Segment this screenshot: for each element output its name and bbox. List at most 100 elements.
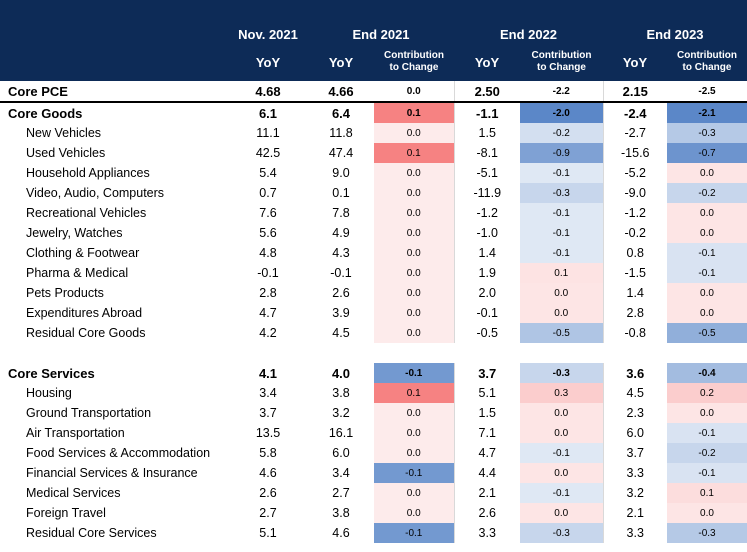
- yoy-cell: 3.2: [332, 406, 350, 420]
- row-label: Core Services: [8, 365, 95, 381]
- contribution-cell: 0.0: [520, 303, 603, 323]
- yoy-cell: -9.0: [602, 183, 667, 203]
- yoy-cell: 1.5: [453, 123, 520, 143]
- row-label: Core PCE: [0, 81, 228, 103]
- row-label: Foreign Travel: [26, 506, 106, 520]
- contribution-cell: -0.1: [667, 243, 747, 263]
- contribution-cell: 0.0: [374, 323, 454, 343]
- header-end-2023: End 2023: [603, 0, 747, 43]
- row-label: Food Services & Accommodation: [26, 446, 211, 460]
- contribution-cell: 0.0: [374, 163, 454, 183]
- yoy-cell: 47.4: [328, 146, 354, 160]
- contribution-cell: -2.5: [667, 81, 747, 103]
- yoy-cell: 6.1: [258, 105, 278, 121]
- yoy-cell: 0.1: [332, 186, 350, 200]
- contribution-cell: -2.2: [520, 81, 603, 103]
- contribution-cell: -0.2: [667, 443, 747, 463]
- contribution-cell: 0.0: [374, 223, 454, 243]
- yoy-cell: 4.6: [259, 466, 277, 480]
- spacer-row: [0, 343, 747, 363]
- contribution-cell: 0.0: [374, 503, 454, 523]
- contribution-cell: -0.5: [520, 323, 603, 343]
- contribution-cell: 0.0: [374, 403, 454, 423]
- yoy-cell: 3.7: [259, 406, 277, 420]
- contribution-cell: 0.0: [520, 403, 603, 423]
- contribution-cell: -0.1: [520, 223, 603, 243]
- table-row: Pharma & Medical -0.1 -0.1 0.0 1.9 0.1 -1.5 -0.…: [0, 263, 747, 283]
- contribution-cell: 0.0: [667, 283, 747, 303]
- yoy-cell: 11.8: [329, 126, 353, 140]
- yoy-cell: 3.4: [259, 386, 277, 400]
- header-blank: [0, 0, 228, 43]
- header-end-2022: End 2022: [454, 0, 603, 43]
- table-row: Food Services & Accommodation 5.8 6.0 0.0 4.…: [0, 443, 747, 463]
- contribution-cell: 0.0: [667, 203, 747, 223]
- header-contribution: Contribution to Change: [667, 43, 747, 81]
- yoy-cell: -0.5: [453, 323, 520, 343]
- yoy-cell: -1.0: [453, 223, 520, 243]
- yoy-cell: -5.1: [453, 163, 520, 183]
- yoy-cell: -5.2: [602, 163, 667, 183]
- contribution-cell: -0.7: [667, 143, 747, 163]
- table-row: Core Services 4.1 4.0 -0.1 3.7 -0.3 3.6 -0.4: [0, 363, 747, 383]
- yoy-cell: 2.6: [453, 503, 520, 523]
- row-label: Expenditures Abroad: [26, 306, 143, 320]
- yoy-cell: 7.6: [259, 206, 277, 220]
- yoy-cell: 5.1: [453, 383, 520, 403]
- yoy-cell: 6.0: [332, 446, 350, 460]
- row-label: Financial Services & Insurance: [26, 466, 198, 480]
- contribution-cell: 0.1: [520, 263, 603, 283]
- table-row: Medical Services 2.6 2.7 0.0 2.1 -0.1 3.2 0.1: [0, 483, 747, 503]
- contribution-cell: -0.1: [520, 163, 603, 183]
- contribution-cell: -0.3: [667, 523, 747, 543]
- contribution-cell: -0.1: [667, 423, 747, 443]
- contribution-cell: 0.1: [374, 143, 454, 163]
- contribution-cell: -0.5: [667, 323, 747, 343]
- row-label: Household Appliances: [26, 166, 150, 180]
- yoy-cell: 4.68: [228, 81, 308, 103]
- yoy-cell: 2.6: [332, 286, 350, 300]
- yoy-cell: 1.5: [453, 403, 520, 423]
- contribution-cell: 0.0: [520, 463, 603, 483]
- table-row: Used Vehicles 42.5 47.4 0.1 -8.1 -0.9 -15.6 -0.…: [0, 143, 747, 163]
- yoy-cell: 2.8: [602, 303, 667, 323]
- contribution-cell: -0.3: [520, 523, 603, 543]
- header-nov-2021: Nov. 2021: [228, 0, 308, 43]
- table-row: Pets Products 2.8 2.6 0.0 2.0 0.0 1.4 0.0: [0, 283, 747, 303]
- contribution-cell: -0.1: [520, 203, 603, 223]
- yoy-cell: 6.0: [602, 423, 667, 443]
- yoy-cell: 3.8: [332, 506, 350, 520]
- yoy-cell: 0.7: [259, 186, 277, 200]
- row-label: Medical Services: [26, 486, 121, 500]
- yoy-cell: 3.4: [332, 466, 350, 480]
- row-label: Core Goods: [8, 105, 83, 121]
- row-label: Used Vehicles: [26, 146, 106, 160]
- yoy-cell: 2.1: [453, 483, 520, 503]
- yoy-cell: 4.1: [258, 365, 278, 381]
- yoy-cell: 5.6: [259, 226, 277, 240]
- yoy-cell: 16.1: [328, 426, 354, 440]
- yoy-cell: 3.7: [453, 363, 520, 383]
- row-label: Pharma & Medical: [26, 266, 129, 280]
- table-row: Core Goods 6.1 6.4 0.1 -1.1 -2.0 -2.4 -2.1: [0, 102, 747, 123]
- yoy-cell: 4.6: [332, 526, 350, 540]
- table-row: Expenditures Abroad 4.7 3.9 0.0 -0.1 0.0 2.8 0.…: [0, 303, 747, 323]
- yoy-cell: 2.3: [602, 403, 667, 423]
- header-contribution: Contribution to Change: [520, 43, 603, 81]
- contribution-cell: 0.2: [667, 383, 747, 403]
- yoy-cell: 1.4: [453, 243, 520, 263]
- table-row: Housing 3.4 3.8 0.1 5.1 0.3 4.5 0.2: [0, 383, 747, 403]
- yoy-cell: -0.1: [257, 266, 279, 280]
- contribution-cell: 0.0: [374, 483, 454, 503]
- contribution-cell: -0.1: [374, 363, 454, 383]
- row-label: Recreational Vehicles: [26, 206, 147, 220]
- contribution-cell: 0.0: [667, 303, 747, 323]
- contribution-cell: 0.1: [667, 483, 747, 503]
- yoy-cell: -11.9: [453, 183, 520, 203]
- contribution-cell: -0.3: [520, 183, 603, 203]
- row-label: New Vehicles: [26, 126, 102, 140]
- table-row: Video, Audio, Computers 0.7 0.1 0.0 -11.9 -0.…: [0, 183, 747, 203]
- contribution-cell: 0.0: [374, 263, 454, 283]
- yoy-cell: 3.3: [602, 523, 667, 543]
